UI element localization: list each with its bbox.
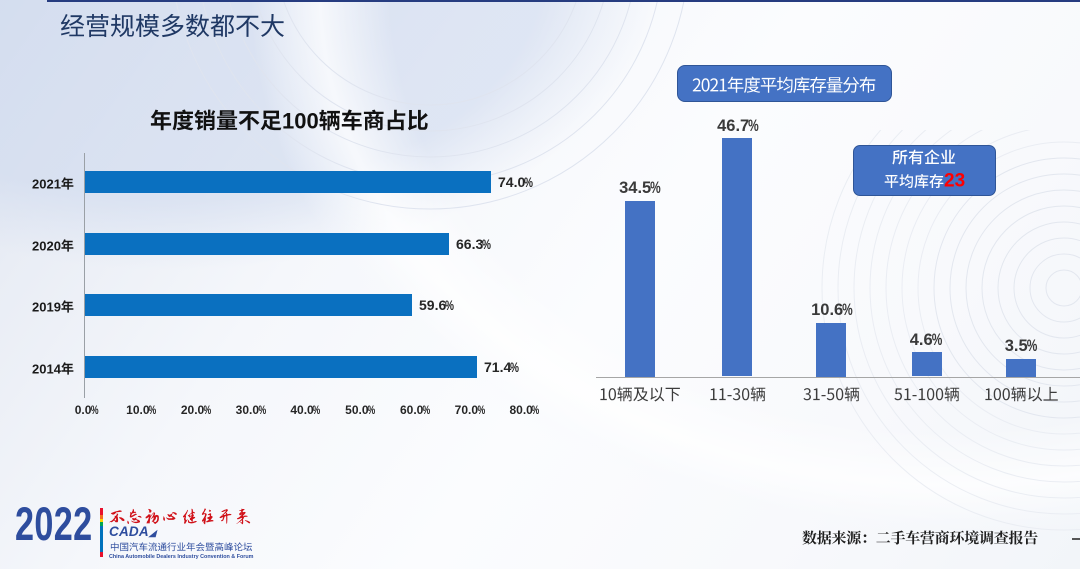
svg-text:2020: 2020 — [32, 238, 61, 253]
svg-text:2014: 2014 — [32, 361, 62, 376]
svg-text:23: 23 — [944, 171, 965, 192]
svg-text:2019: 2019 — [32, 299, 61, 314]
svg-text:2021: 2021 — [32, 176, 61, 191]
svg-text:100: 100 — [282, 108, 319, 133]
